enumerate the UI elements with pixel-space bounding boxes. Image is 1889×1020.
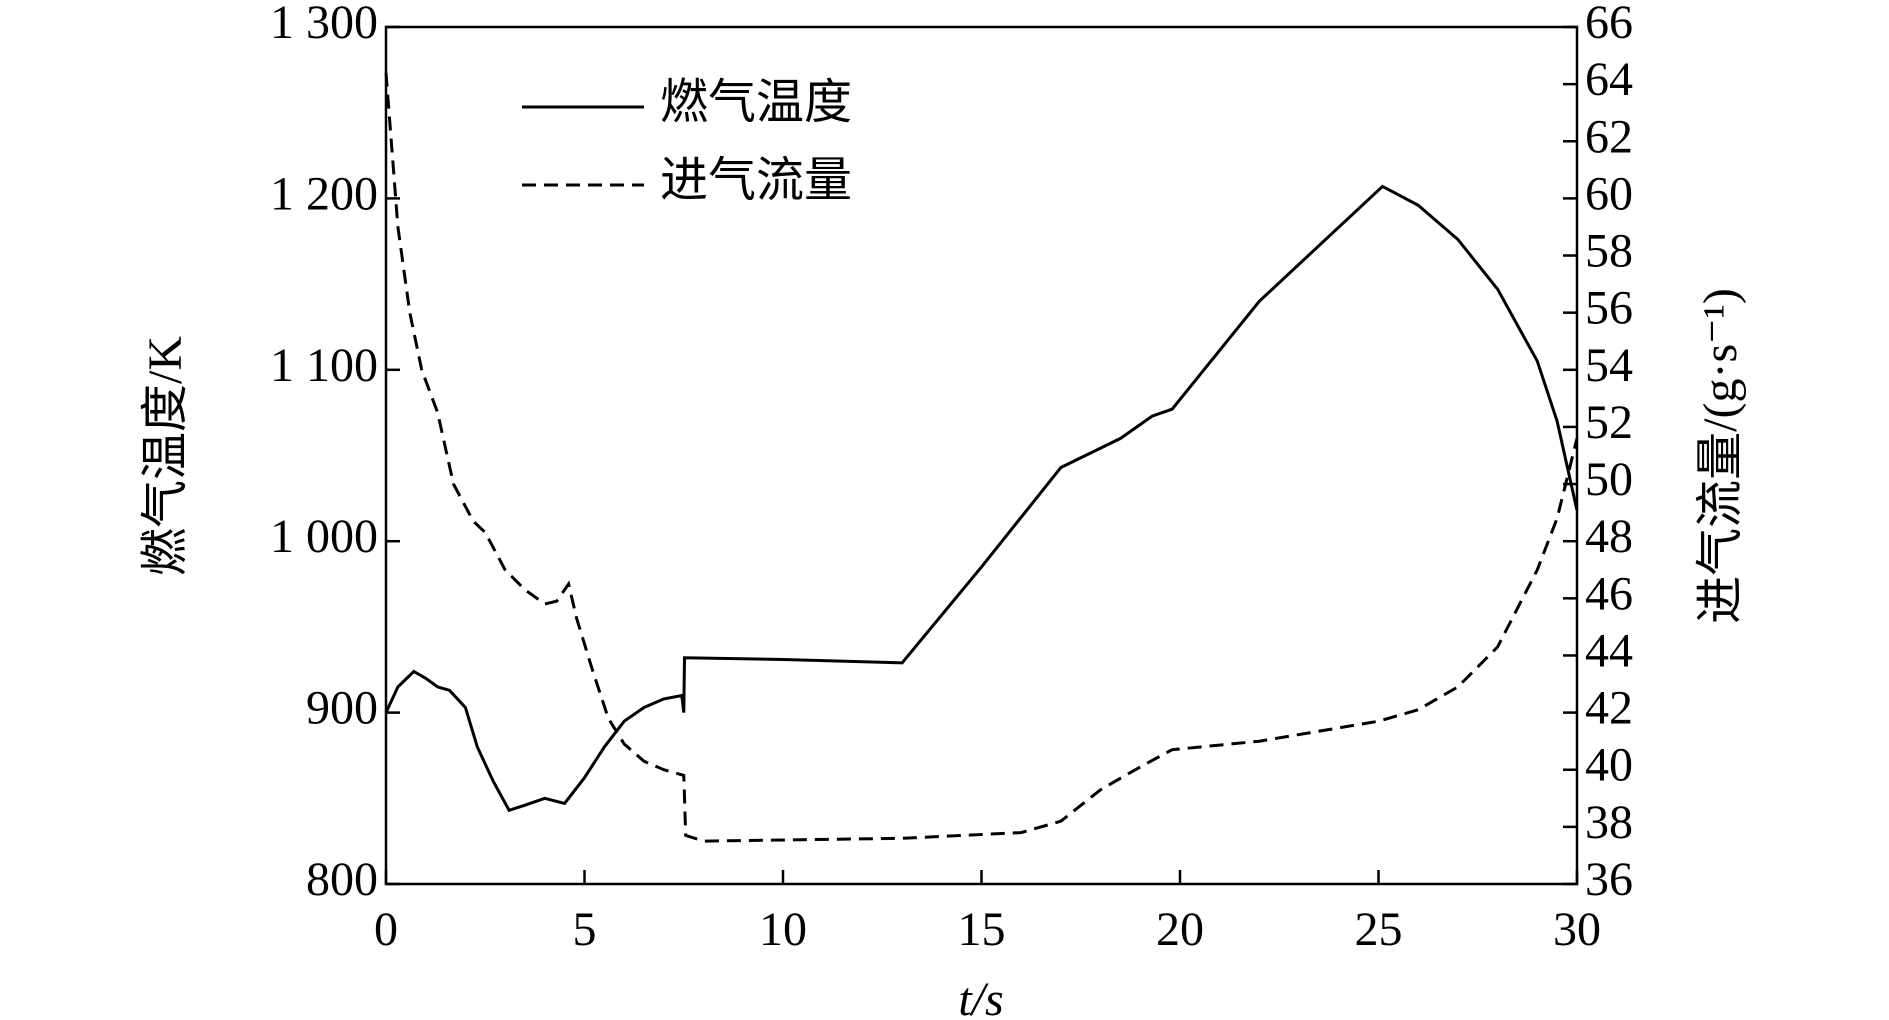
y2-tick-label: 46 (1585, 567, 1633, 620)
y2-axis-label: 进气流量/(g·s⁻¹) (1694, 288, 1747, 624)
data-line (384, 72, 1579, 843)
y2-tick-label: 56 (1585, 282, 1633, 335)
y2-tick-label: 40 (1585, 739, 1633, 792)
y2-tick-label: 50 (1585, 453, 1633, 506)
x-axis-label: t/s (958, 973, 1003, 1020)
y-axis-label: 燃气温度/K (139, 336, 192, 576)
y2-tick-label: 64 (1585, 53, 1633, 106)
y2-tick-label: 48 (1585, 510, 1633, 563)
y2-tick-label: 42 (1585, 682, 1633, 735)
y-tick-label: 1 200 (270, 167, 378, 220)
legend-label: 进气流量 (660, 154, 852, 207)
x-tick-label: 30 (1553, 903, 1601, 956)
data-line (384, 184, 1579, 813)
y2-tick-label: 60 (1585, 167, 1633, 220)
y2-tick-label: 36 (1585, 853, 1633, 906)
x-tick-label: 5 (573, 903, 597, 956)
y-tick-label: 900 (306, 682, 378, 735)
y2-tick-label: 44 (1585, 624, 1633, 677)
y-tick-label: 800 (306, 853, 378, 906)
y2-tick-label: 52 (1585, 396, 1633, 449)
y2-tick-label: 62 (1585, 110, 1633, 163)
y2-tick-label: 38 (1585, 796, 1633, 849)
y2-tick-label: 58 (1585, 225, 1633, 278)
x-tick-label: 10 (759, 903, 807, 956)
y-tick-label: 1 100 (270, 339, 378, 392)
y-tick-label: 1 300 (270, 0, 378, 49)
x-tick-label: 15 (958, 903, 1006, 956)
plot-frame (384, 25, 1579, 886)
x-tick-label: 25 (1355, 903, 1403, 956)
y-tick-label: 1 000 (270, 510, 378, 563)
x-tick-label: 20 (1156, 903, 1204, 956)
y2-tick-label: 54 (1585, 339, 1633, 392)
x-tick-label: 0 (374, 903, 398, 956)
y2-tick-label: 66 (1585, 0, 1633, 49)
legend-label: 燃气温度 (660, 76, 852, 129)
